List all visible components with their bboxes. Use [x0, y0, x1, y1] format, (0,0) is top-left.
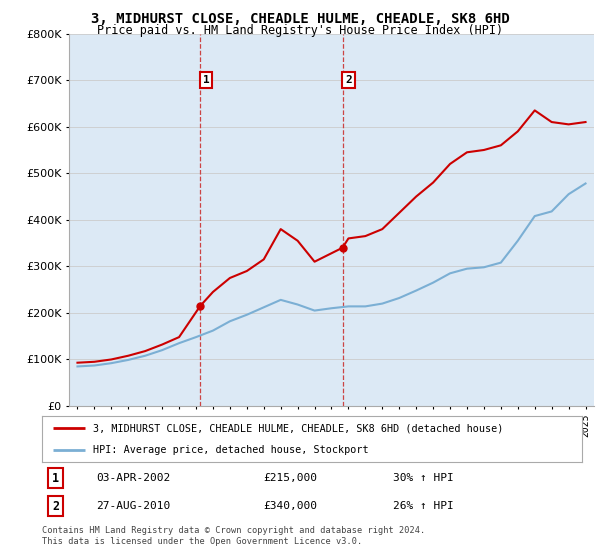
Text: 1: 1 — [52, 472, 59, 485]
Text: Price paid vs. HM Land Registry's House Price Index (HPI): Price paid vs. HM Land Registry's House … — [97, 24, 503, 36]
Text: 3, MIDHURST CLOSE, CHEADLE HULME, CHEADLE, SK8 6HD (detached house): 3, MIDHURST CLOSE, CHEADLE HULME, CHEADL… — [94, 423, 503, 433]
Text: 1: 1 — [203, 75, 209, 85]
Text: 26% ↑ HPI: 26% ↑ HPI — [393, 501, 454, 511]
Text: Contains HM Land Registry data © Crown copyright and database right 2024.
This d: Contains HM Land Registry data © Crown c… — [42, 526, 425, 546]
Text: 2: 2 — [345, 75, 352, 85]
Text: 03-APR-2002: 03-APR-2002 — [96, 473, 170, 483]
Text: £215,000: £215,000 — [263, 473, 317, 483]
Text: 27-AUG-2010: 27-AUG-2010 — [96, 501, 170, 511]
Text: HPI: Average price, detached house, Stockport: HPI: Average price, detached house, Stoc… — [94, 445, 369, 455]
Text: 3, MIDHURST CLOSE, CHEADLE HULME, CHEADLE, SK8 6HD: 3, MIDHURST CLOSE, CHEADLE HULME, CHEADL… — [91, 12, 509, 26]
Text: £340,000: £340,000 — [263, 501, 317, 511]
Text: 2: 2 — [52, 500, 59, 513]
Text: 30% ↑ HPI: 30% ↑ HPI — [393, 473, 454, 483]
